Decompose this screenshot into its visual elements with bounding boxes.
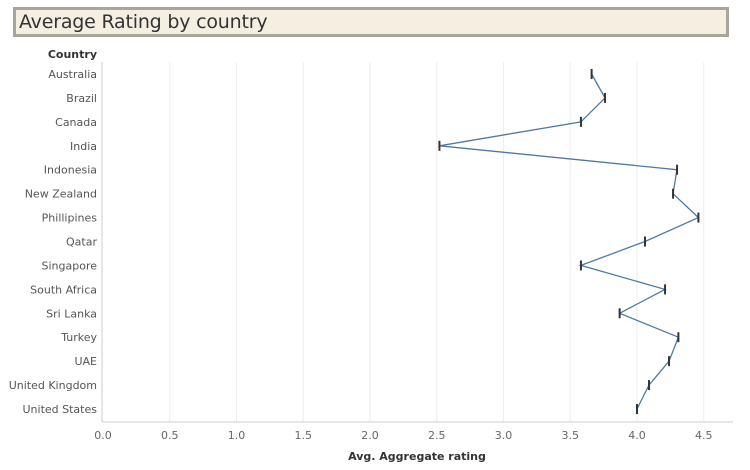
category-label: Canada — [55, 116, 97, 129]
gridlines — [169, 62, 705, 422]
chart-title: Average Rating by country — [19, 11, 268, 33]
x-tick-label: 0.5 — [161, 429, 179, 442]
category-label: Brazil — [66, 92, 97, 105]
category-label: Singapore — [42, 259, 98, 272]
category-label: New Zealand — [25, 188, 97, 201]
axis-lines — [101, 62, 733, 423]
category-label: Australia — [48, 68, 97, 81]
category-label: United Kingdom — [9, 379, 97, 392]
category-label: Phillipines — [42, 212, 98, 225]
category-label: Qatar — [66, 236, 97, 249]
category-label: Turkey — [60, 331, 97, 344]
x-tick-label: 4.0 — [628, 429, 646, 442]
category-label: UAE — [74, 355, 97, 368]
category-labels: Australia Brazil Canada India Indonesia New Z… — [9, 68, 98, 416]
x-tick-label: 2.0 — [361, 429, 379, 442]
category-label: United States — [23, 403, 98, 416]
x-tick-label: 1.0 — [228, 429, 246, 442]
row-header: Country — [48, 48, 97, 61]
markers — [438, 69, 700, 415]
x-tick-label: 3.0 — [495, 429, 513, 442]
series-line — [439, 73, 700, 410]
x-tick-label: 3.5 — [562, 429, 580, 442]
category-label: India — [70, 140, 97, 153]
category-label: Indonesia — [44, 164, 97, 177]
title-box: Average Rating by country — [13, 7, 729, 37]
x-tick-label: 0.0 — [94, 429, 112, 442]
x-tick-label: 1.5 — [295, 429, 313, 442]
category-label: South Africa — [30, 283, 97, 296]
category-label: Sri Lanka — [46, 307, 97, 320]
x-tick-labels: 0.0 0.5 1.0 1.5 2.0 2.5 3.0 3.5 4.0 4.5 — [94, 429, 712, 442]
x-tick-label: 4.5 — [695, 429, 713, 442]
x-axis-title: Avg. Aggregate rating — [348, 450, 486, 463]
x-tick-label: 2.5 — [428, 429, 446, 442]
